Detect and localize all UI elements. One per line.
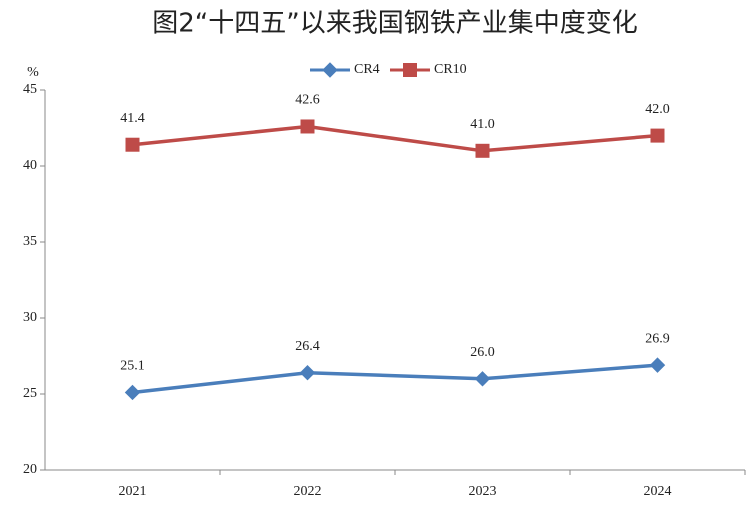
x-tick-label: 2024 <box>644 484 672 499</box>
y-tick-label: 25 <box>23 386 37 401</box>
data-point <box>475 143 490 158</box>
y-tick-label: 20 <box>23 462 37 477</box>
y-tick-label: 35 <box>23 234 37 249</box>
legend-marker <box>322 62 338 78</box>
data-point <box>125 137 140 152</box>
value-label: 25.1 <box>120 359 145 374</box>
legend-label: CR10 <box>434 62 467 77</box>
legend-marker <box>403 63 417 77</box>
data-point <box>649 357 666 373</box>
data-point <box>474 371 491 387</box>
x-tick-label: 2022 <box>294 484 322 499</box>
value-label: 42.0 <box>645 102 670 117</box>
value-label: 26.9 <box>645 331 670 346</box>
value-label: 26.0 <box>470 345 495 360</box>
y-axis-unit: % <box>27 65 39 80</box>
x-tick-label: 2021 <box>119 484 147 499</box>
y-tick-label: 40 <box>23 158 37 173</box>
chart-title: 图2“十四五”以来我国钢铁产业集中度变化 <box>152 9 637 39</box>
data-point <box>299 365 316 381</box>
data-point <box>650 128 665 143</box>
series-line <box>132 124 658 153</box>
y-tick-label: 45 <box>23 82 37 97</box>
value-label: 41.0 <box>470 117 495 132</box>
value-label: 41.4 <box>120 111 145 126</box>
legend-label: CR4 <box>354 62 380 77</box>
x-tick-label: 2023 <box>469 484 497 499</box>
data-point <box>124 384 141 401</box>
data-point <box>300 119 315 134</box>
value-label: 26.4 <box>295 339 320 354</box>
y-tick-label: 30 <box>23 310 37 325</box>
series-line <box>132 363 658 395</box>
value-label: 42.6 <box>295 93 320 108</box>
